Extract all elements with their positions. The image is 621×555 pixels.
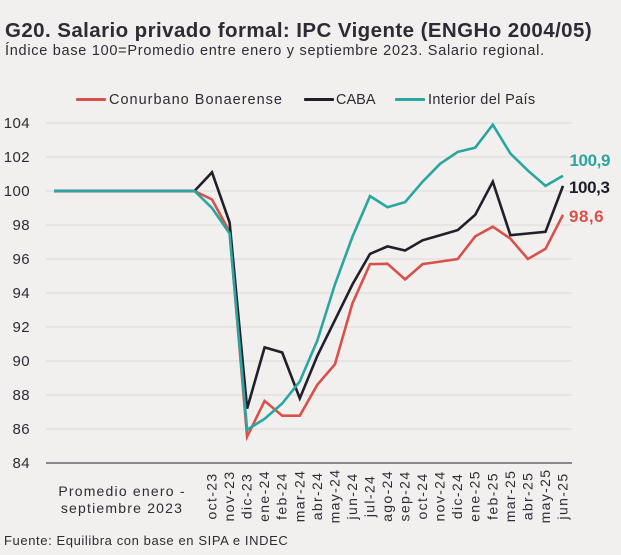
svg-text:may-24: may-24	[326, 469, 342, 524]
svg-text:ene-24: ene-24	[256, 470, 272, 522]
svg-text:98,6: 98,6	[569, 207, 604, 226]
svg-text:104: 104	[4, 115, 30, 132]
svg-text:oct-23: oct-23	[204, 472, 220, 519]
svg-text:86: 86	[13, 421, 31, 438]
svg-text:abr-25: abr-25	[519, 472, 535, 521]
svg-text:100,3: 100,3	[569, 178, 610, 197]
svg-text:100: 100	[4, 183, 30, 200]
svg-text:100,9: 100,9	[570, 151, 611, 170]
svg-text:sep-24: sep-24	[397, 471, 413, 522]
svg-text:may-25: may-25	[537, 469, 553, 524]
svg-text:feb-25: feb-25	[484, 472, 500, 520]
svg-text:102: 102	[4, 149, 30, 166]
svg-text:oct-24: oct-24	[414, 472, 430, 519]
svg-text:nov-24: nov-24	[432, 471, 448, 522]
svg-text:abr-24: abr-24	[309, 472, 325, 521]
svg-text:ago-24: ago-24	[379, 470, 395, 522]
svg-text:84: 84	[13, 455, 31, 472]
svg-text:mar-24: mar-24	[291, 470, 307, 522]
svg-text:ene-25: ene-25	[467, 470, 483, 522]
svg-text:94: 94	[13, 285, 31, 302]
svg-text:98: 98	[13, 217, 31, 234]
svg-text:jun-24: jun-24	[344, 472, 360, 520]
svg-text:90: 90	[13, 353, 31, 370]
svg-text:96: 96	[13, 251, 31, 268]
svg-text:92: 92	[13, 319, 31, 336]
svg-text:jun-25: jun-25	[555, 472, 571, 520]
svg-text:nov-23: nov-23	[221, 471, 237, 522]
svg-text:jul-24: jul-24	[362, 475, 378, 518]
svg-text:dic-24: dic-24	[449, 473, 465, 519]
svg-text:mar-25: mar-25	[502, 470, 518, 522]
svg-text:dic-23: dic-23	[239, 473, 255, 519]
svg-text:feb-24: feb-24	[274, 472, 290, 520]
svg-text:88: 88	[13, 387, 31, 404]
